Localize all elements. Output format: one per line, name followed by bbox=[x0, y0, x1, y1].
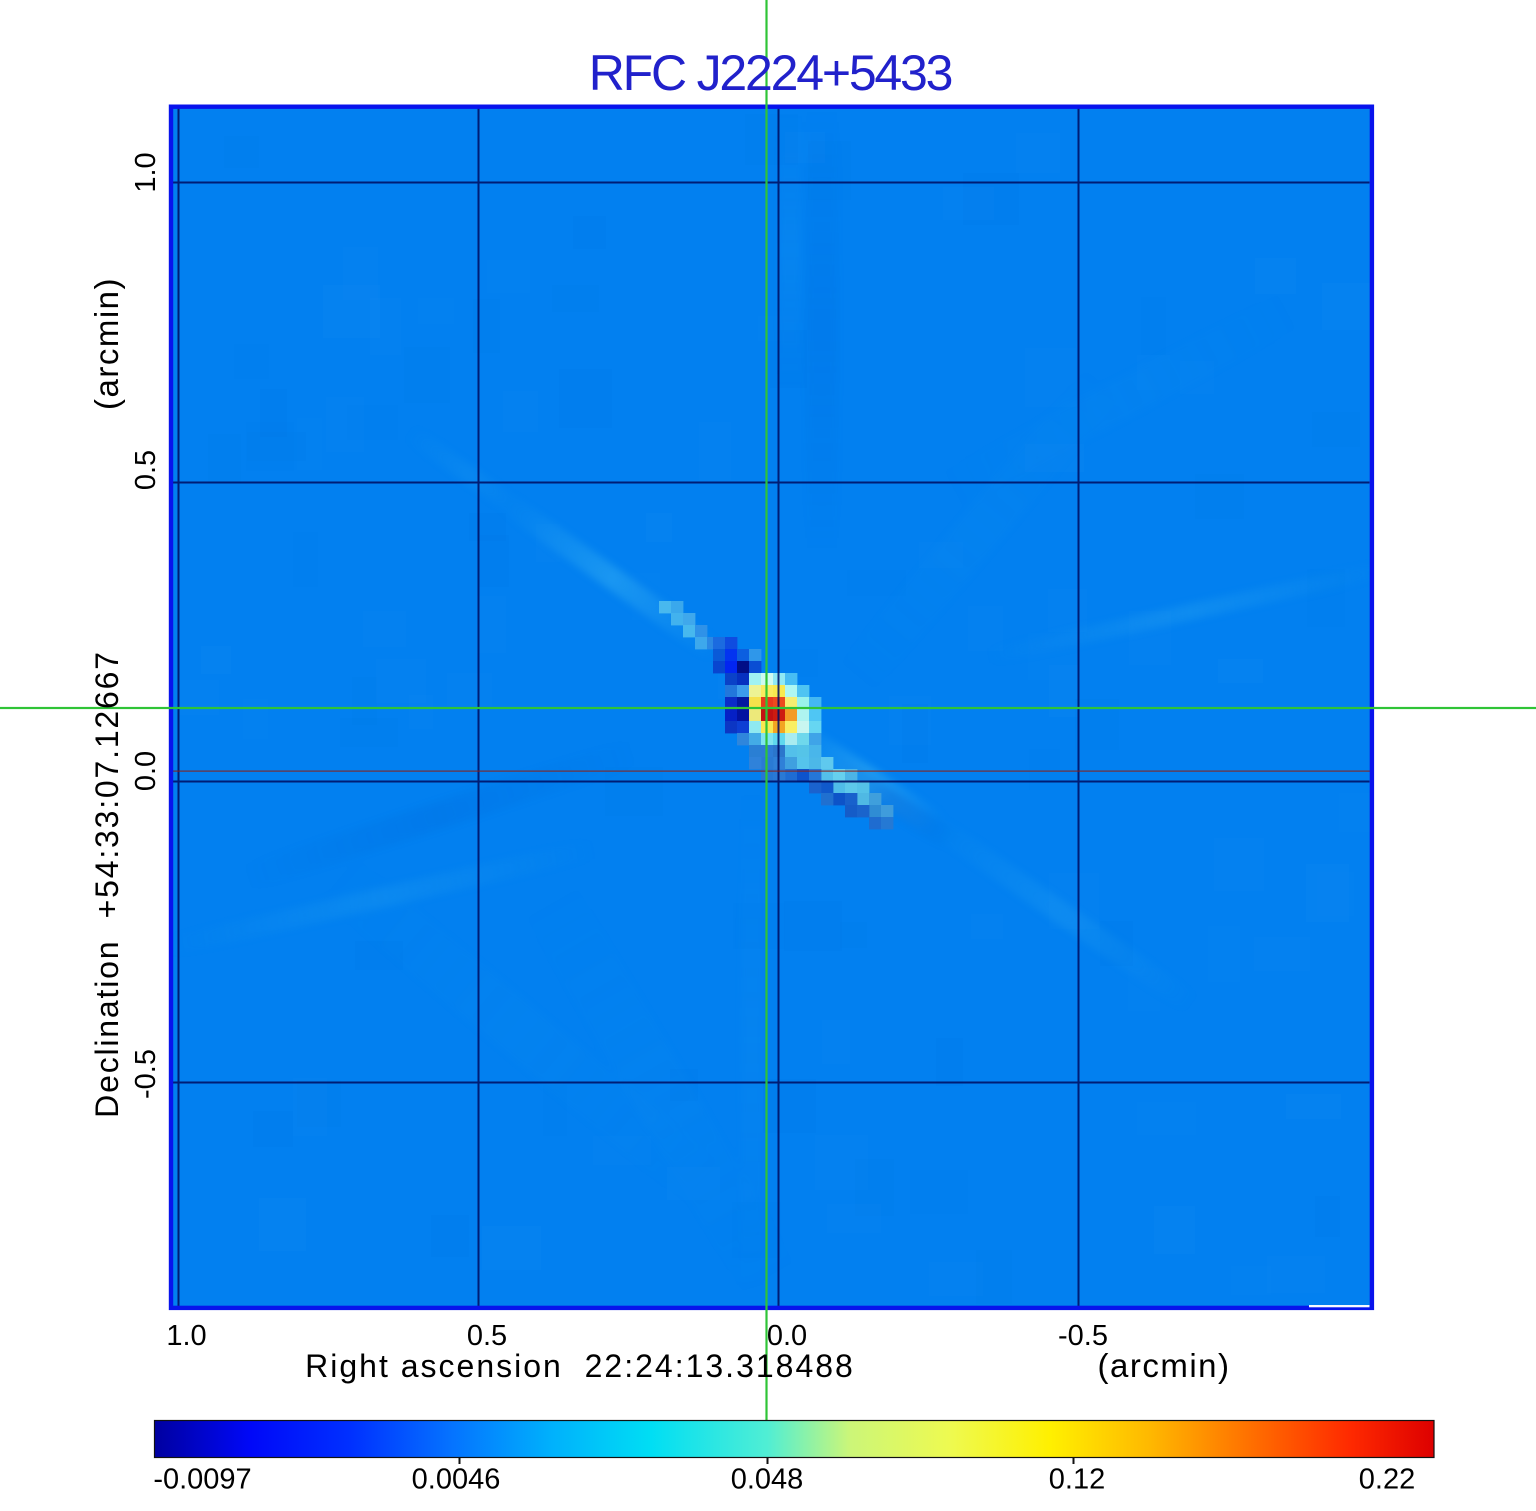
svg-text:-0.5: -0.5 bbox=[1058, 1320, 1108, 1352]
svg-text:0.5: 0.5 bbox=[130, 450, 162, 490]
svg-text:Declination +54:33:07.12667: Declination +54:33:07.12667 bbox=[89, 650, 125, 1118]
svg-text:0.0: 0.0 bbox=[767, 1320, 807, 1352]
svg-text:0.12: 0.12 bbox=[1049, 1464, 1105, 1496]
svg-text:0.22: 0.22 bbox=[1359, 1464, 1415, 1496]
svg-text:0.0046: 0.0046 bbox=[412, 1464, 501, 1496]
svg-text:1.0: 1.0 bbox=[130, 152, 162, 192]
svg-text:(arcmin): (arcmin) bbox=[88, 277, 125, 410]
svg-text:0.5: 0.5 bbox=[467, 1320, 507, 1352]
svg-text:0.0: 0.0 bbox=[130, 751, 162, 791]
svg-text:Right ascension 22:24:13.3184: Right ascension 22:24:13.318488 bbox=[305, 1348, 855, 1384]
svg-text:-0.0097: -0.0097 bbox=[153, 1464, 251, 1496]
svg-text:0.048: 0.048 bbox=[731, 1464, 804, 1496]
svg-text:-0.5: -0.5 bbox=[130, 1049, 162, 1099]
svg-text:(arcmin): (arcmin) bbox=[1098, 1347, 1231, 1384]
svg-text:1.0: 1.0 bbox=[166, 1320, 206, 1352]
svg-text:RFC J2224+5433: RFC J2224+5433 bbox=[589, 45, 952, 101]
